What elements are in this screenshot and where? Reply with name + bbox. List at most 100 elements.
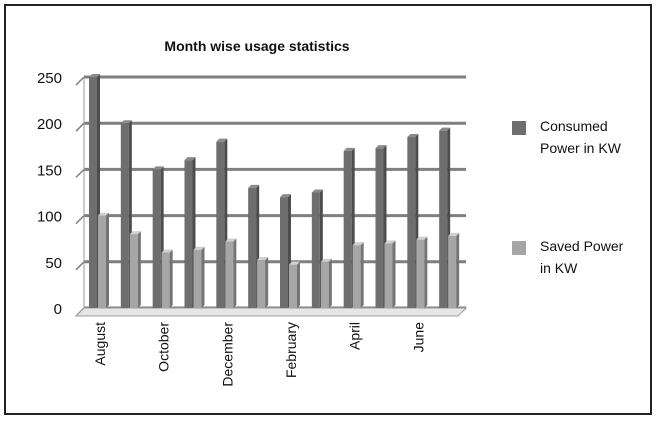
bar-saved (225, 238, 237, 308)
bar-saved-side (265, 256, 269, 308)
legend-swatch (512, 241, 526, 255)
gridline-depth (75, 168, 85, 178)
bar-saved (448, 232, 460, 308)
bar-saved-side (201, 246, 205, 308)
bar-saved-side (297, 261, 300, 308)
chart-frame (4, 4, 652, 415)
bar-saved-top (352, 242, 364, 246)
bar-saved-side (106, 212, 109, 308)
bar-saved-top (193, 246, 205, 250)
bar-saved-front (384, 243, 393, 308)
bar-consumed-top (375, 145, 387, 149)
bar-consumed-top (439, 127, 451, 131)
bar-consumed-front (375, 148, 384, 308)
chart-floor (74, 307, 468, 317)
bar-saved (320, 258, 332, 308)
bar-saved-side (169, 249, 173, 308)
bar-saved-front (257, 259, 266, 308)
bar-saved-top (129, 231, 141, 235)
bar-saved-top (98, 212, 109, 216)
bar-consumed-top (89, 74, 100, 77)
y-tick-label: 250 (37, 70, 62, 87)
bar-saved-front (129, 234, 138, 308)
y-tick-label: 150 (37, 162, 62, 179)
x-tick-label: October (156, 322, 172, 372)
gridline-depth (75, 122, 85, 132)
bar-saved-top (320, 258, 332, 262)
bar-saved (416, 236, 428, 308)
bar-consumed-top (407, 134, 419, 138)
bar-consumed-top (216, 138, 228, 142)
bar-saved-front (416, 239, 425, 308)
bar-saved-side (424, 236, 428, 308)
bar-saved-side (233, 238, 237, 308)
bar-saved-side (392, 240, 396, 308)
bar-series (89, 74, 460, 308)
bar-saved-front (448, 235, 457, 308)
bar-consumed-front (152, 169, 161, 308)
bar-saved-front (98, 215, 106, 308)
gridline-depth (75, 261, 85, 271)
bar-consumed-front (89, 77, 97, 308)
bar-saved (384, 240, 396, 308)
bar-saved (257, 256, 269, 308)
y-tick-label: 200 (37, 116, 62, 133)
bar-saved (161, 249, 173, 308)
bar-saved-front (225, 241, 234, 308)
bar-saved-side (360, 242, 364, 308)
y-tick-label: 100 (37, 209, 62, 226)
bar-consumed-front (280, 197, 288, 308)
bar-saved (352, 242, 364, 308)
x-tick-label: December (219, 322, 235, 387)
bar-saved-front (352, 245, 361, 308)
bar-saved-top (416, 236, 428, 240)
bar-saved-side (328, 258, 332, 308)
bar-consumed-top (343, 147, 355, 151)
x-axis-labels: August October December February April June (92, 322, 426, 387)
chart-title: Month wise usage statistics (164, 38, 349, 54)
x-tick-label: February (283, 322, 299, 378)
y-tick-label: 0 (54, 301, 62, 318)
bar-saved-front (193, 249, 202, 308)
bar-saved-top (257, 256, 269, 260)
gridline-depth (75, 76, 85, 86)
legend: Consumed Power in KW Saved Power in KW (512, 118, 624, 276)
bar-saved-top (161, 249, 173, 253)
x-tick-label: April (347, 322, 363, 350)
bar-saved (98, 212, 109, 308)
x-tick-label: June (410, 322, 426, 353)
x-tick-label: August (92, 322, 108, 366)
bar-saved-top (289, 261, 300, 265)
bar-saved (193, 246, 205, 308)
bar-consumed-front (216, 141, 225, 308)
y-tick-label: 50 (45, 255, 62, 272)
bar-saved (129, 231, 141, 308)
bar-saved-front (320, 261, 329, 308)
bar-consumed-front (248, 187, 257, 308)
legend-label: Saved Power in KW (540, 238, 624, 276)
y-axis-ticks: 0 50 100 150 200 250 (37, 70, 62, 318)
legend-swatch (512, 121, 526, 135)
bar-consumed-top (311, 189, 323, 193)
bar-consumed-front (184, 160, 193, 308)
gridline-depth (75, 215, 85, 225)
bar-consumed-top (120, 120, 132, 124)
bar-saved (289, 261, 300, 308)
bar-saved-top (448, 232, 460, 236)
bar-saved-top (384, 240, 396, 244)
bar-saved-top (225, 238, 237, 242)
bar-consumed-front (311, 192, 320, 308)
bar-saved-side (456, 232, 460, 308)
bar-consumed-front (343, 150, 352, 308)
bar-consumed-top (248, 184, 260, 188)
bar-consumed-top (184, 157, 196, 161)
gridlines (74, 75, 468, 317)
legend-label: Consumed Power in KW (540, 118, 622, 156)
bar-consumed-front (407, 137, 416, 308)
bar-consumed-front (439, 130, 448, 308)
bar-consumed-front (120, 123, 129, 308)
bar-saved-side (137, 231, 141, 308)
bar-consumed-top (152, 166, 164, 170)
bar-consumed-top (280, 194, 291, 198)
